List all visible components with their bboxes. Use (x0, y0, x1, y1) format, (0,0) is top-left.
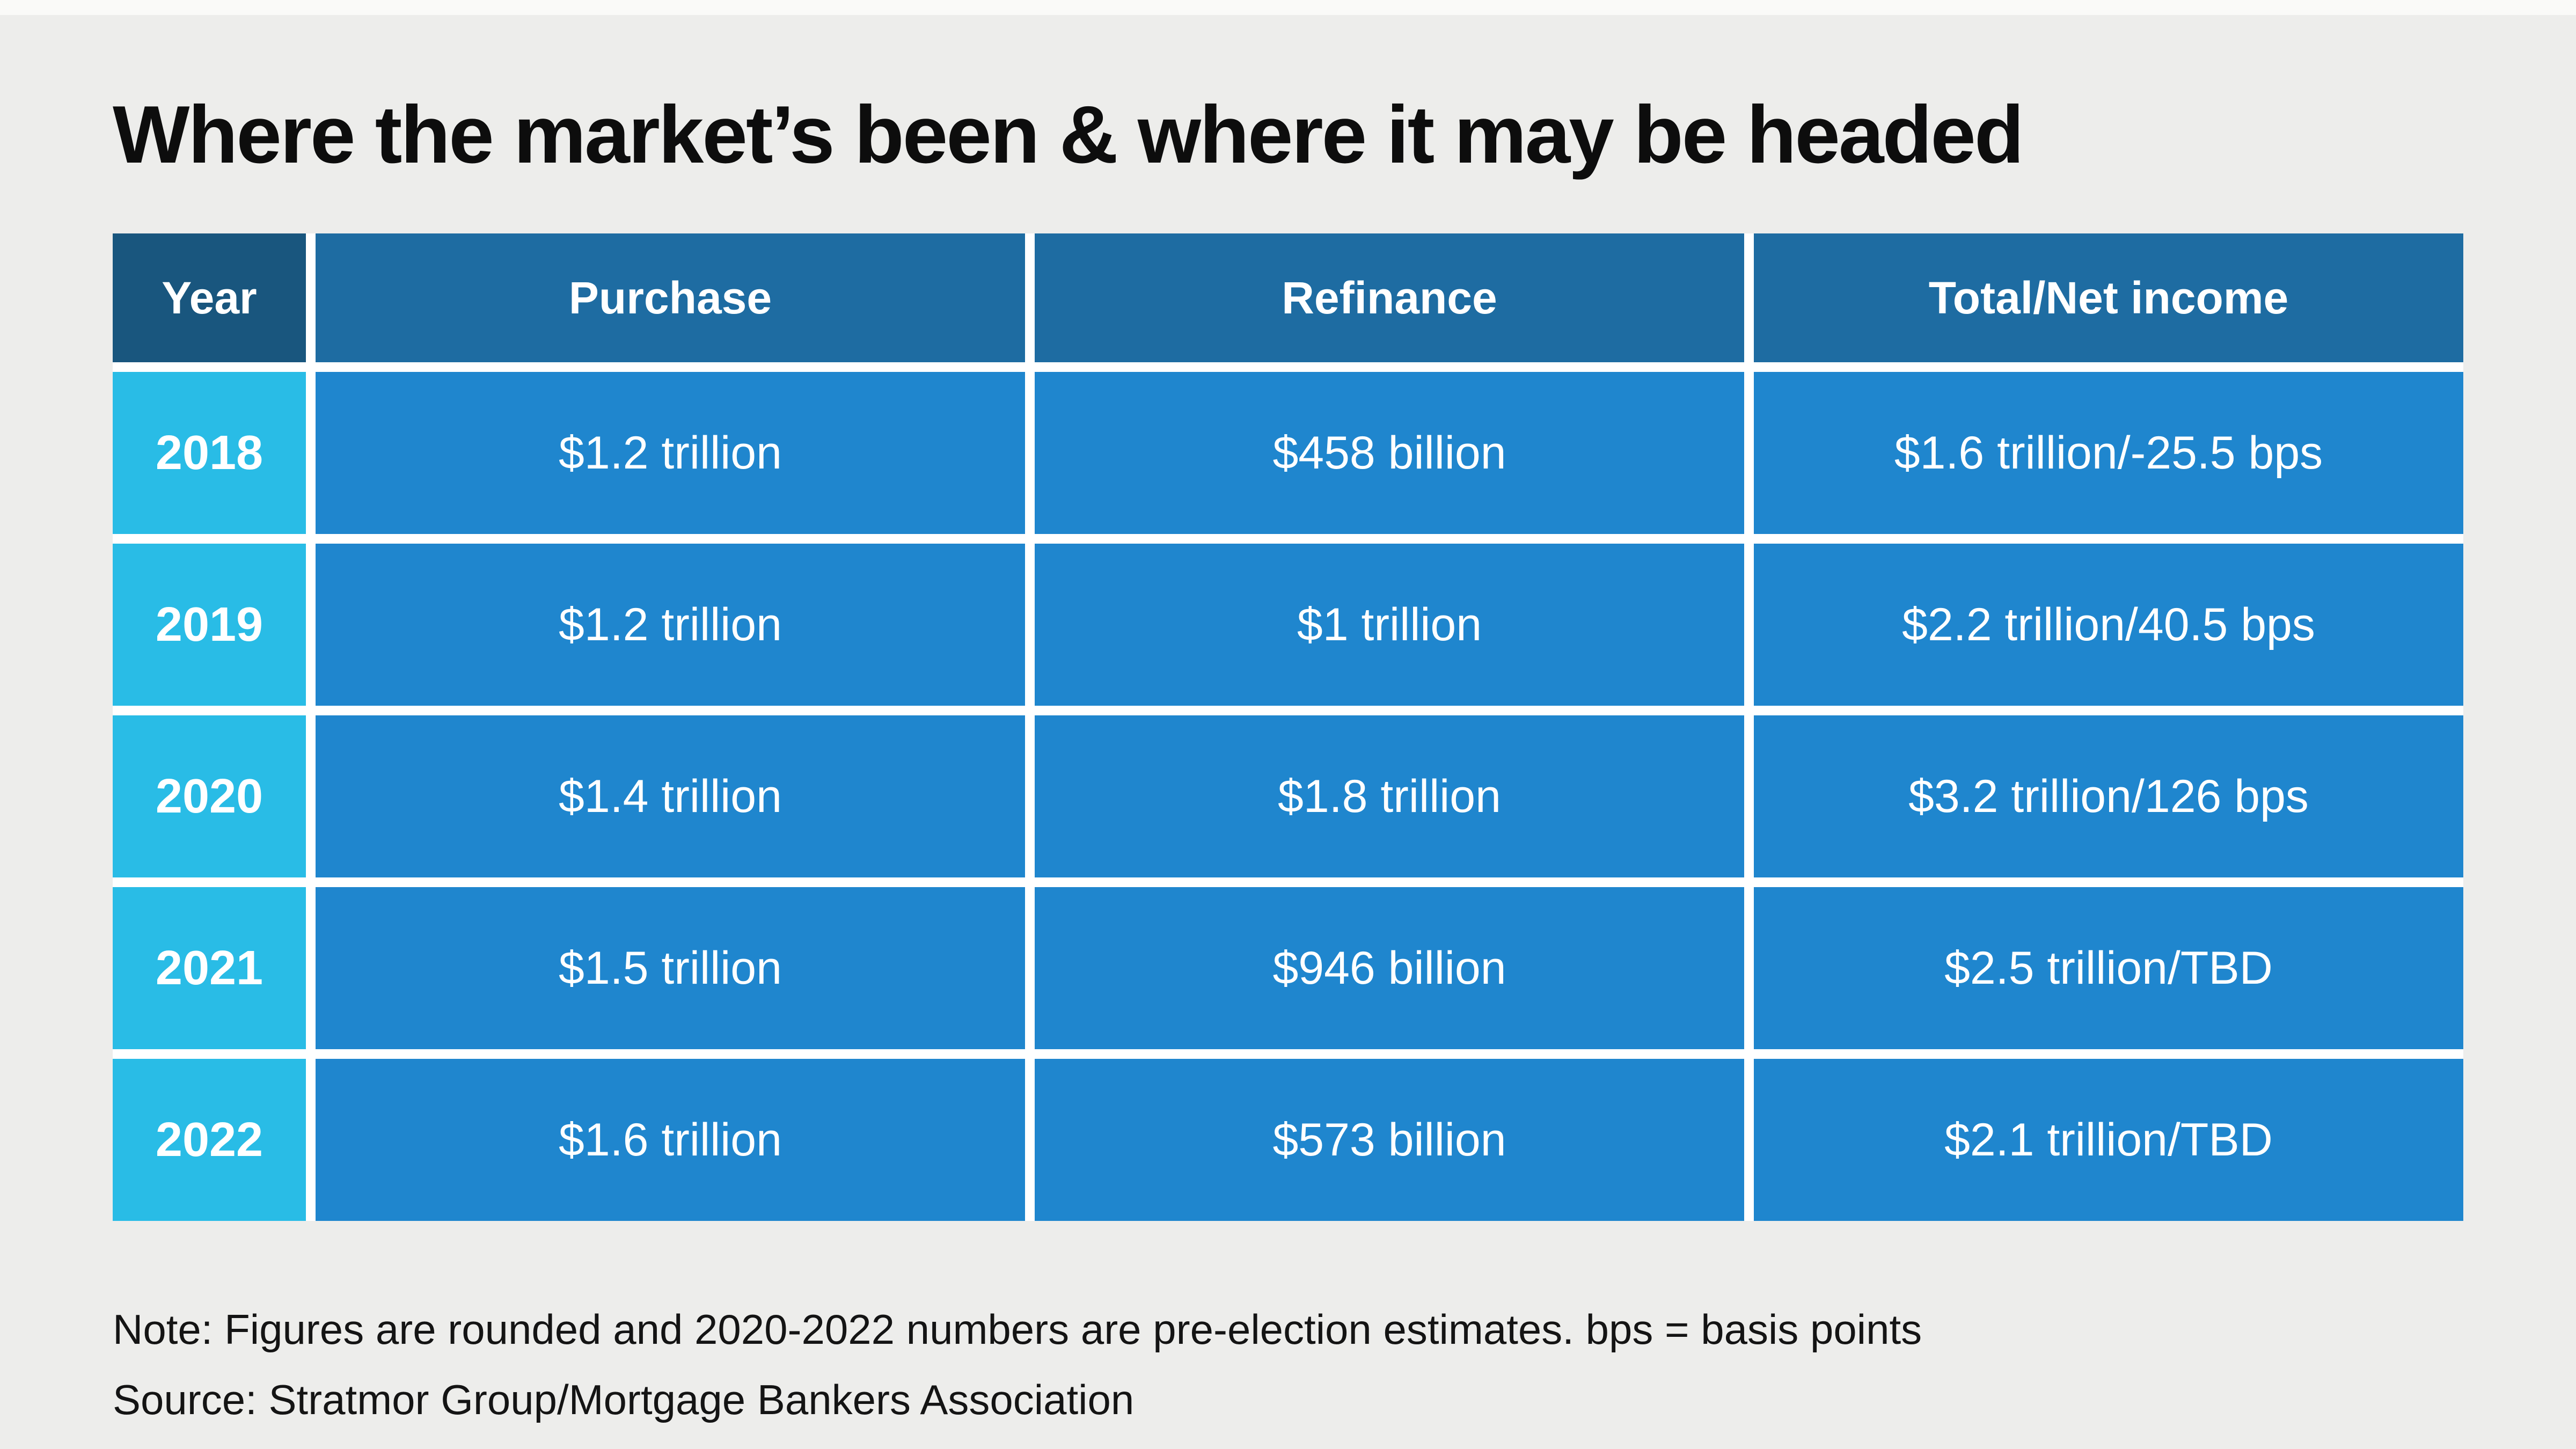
table-cell: $2.1 trillion/TBD (1754, 1059, 2463, 1221)
table-cell: $1.2 trillion (316, 544, 1025, 706)
column-header-refinance: Refinance (1035, 233, 1744, 363)
table-cell: $458 billion (1035, 372, 1744, 535)
table-cell: $1.8 trillion (1035, 715, 1744, 878)
year-cell: 2019 (113, 544, 306, 706)
table-cell: $1.2 trillion (316, 372, 1025, 535)
year-cell: 2018 (113, 372, 306, 535)
table-cell: $3.2 trillion/126 bps (1754, 715, 2463, 878)
infographic-page: Where the market’s been & where it may b… (0, 15, 2576, 1429)
column-header-year: Year (113, 233, 306, 363)
year-cell: 2022 (113, 1059, 306, 1221)
year-cell: 2020 (113, 715, 306, 878)
column-header-purchase: Purchase (316, 233, 1025, 363)
table-cell: $1 trillion (1035, 544, 1744, 706)
year-cell: 2021 (113, 887, 306, 1050)
page-title: Where the market’s been & where it may b… (113, 89, 2024, 180)
table-cell: $1.5 trillion (316, 887, 1025, 1050)
table-cell: $573 billion (1035, 1059, 1744, 1221)
top-strip (0, 0, 2576, 15)
table-cell: $2.5 trillion/TBD (1754, 887, 2463, 1050)
table-cell: $1.6 trillion (316, 1059, 1025, 1221)
table-cell: $946 billion (1035, 887, 1744, 1050)
source-text: Source: Stratmor Group/Mortgage Bankers … (113, 1376, 1135, 1424)
note-text: Note: Figures are rounded and 2020-2022 … (113, 1306, 1922, 1353)
market-table: Year Purchase Refinance Total/Net income… (113, 233, 2463, 1221)
table-cell: $1.4 trillion (316, 715, 1025, 878)
table-cell: $2.2 trillion/40.5 bps (1754, 544, 2463, 706)
table-cell: $1.6 trillion/-25.5 bps (1754, 372, 2463, 535)
footer: Note: Figures are rounded and 2020-2022 … (113, 1301, 2463, 1429)
column-header-total-net-income: Total/Net income (1754, 233, 2463, 363)
